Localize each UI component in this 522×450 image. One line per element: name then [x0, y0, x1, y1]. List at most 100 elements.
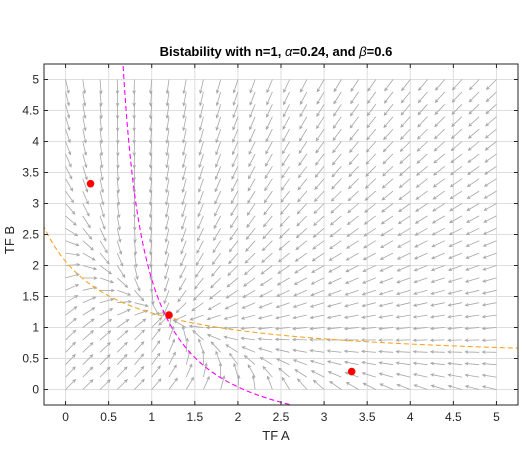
vector-arrow [382, 141, 394, 153]
vector-arrow [430, 384, 445, 390]
vector-arrow [412, 361, 428, 366]
vector-arrow [451, 116, 463, 127]
nullclines [44, 64, 518, 405]
vector-arrow [465, 265, 480, 271]
vector-arrow [279, 215, 290, 227]
vector-arrow [468, 91, 480, 103]
vector-arrow [181, 178, 187, 194]
vector-arrow [134, 341, 145, 353]
vector-arrow [312, 240, 325, 250]
vector-arrow [329, 240, 342, 250]
vector-arrow [151, 316, 163, 328]
vector-arrow [232, 104, 239, 119]
vector-arrow [259, 289, 273, 298]
y-tick-label: 2.5 [22, 228, 39, 242]
vector-arrow [481, 373, 497, 378]
vector-arrow [198, 178, 204, 193]
vector-arrow [65, 317, 77, 328]
vector-arrow [481, 338, 497, 343]
vector-arrow [132, 166, 137, 182]
vector-arrow [396, 265, 411, 272]
vector-arrow [65, 203, 76, 215]
vector-arrow [447, 277, 463, 283]
vector-arrow [383, 91, 394, 104]
vector-arrow [224, 302, 239, 310]
vector-arrow [149, 265, 153, 281]
vector-arrow [483, 190, 497, 199]
vector-arrow [134, 302, 149, 308]
vector-arrow [177, 290, 187, 303]
vector-arrow [482, 252, 497, 259]
vector-arrow [363, 240, 377, 249]
vector-arrow [165, 79, 170, 95]
vector-arrow [116, 215, 121, 231]
x-tick-label: 5 [493, 410, 500, 424]
vector-arrow [464, 289, 480, 295]
vector-arrow [379, 277, 394, 284]
vector-arrow [116, 252, 124, 267]
vector-arrow [361, 289, 376, 296]
fixed-points [86, 179, 356, 376]
y-axis-ticks: 0 0.5 1 1.5 2 2.5 3 3.5 4 4.5 5 [22, 73, 518, 397]
vector-arrow [282, 128, 290, 143]
vector-arrow [412, 373, 428, 378]
vector-arrow [483, 178, 497, 187]
vector-arrow [213, 215, 222, 230]
vector-arrow [82, 141, 88, 157]
vector-arrow [195, 252, 204, 266]
vector-arrow [82, 228, 93, 240]
vector-arrow [266, 104, 273, 118]
vector-arrow [329, 227, 342, 238]
vector-arrow [295, 228, 308, 239]
vector-arrow [447, 326, 463, 331]
vector-arrow [233, 362, 239, 378]
vector-arrow [197, 338, 204, 353]
vector-arrow [132, 153, 137, 169]
vector-arrow [148, 104, 153, 120]
vector-arrow [465, 240, 480, 247]
vector-arrow [366, 128, 377, 141]
vector-arrow [328, 252, 342, 261]
vector-arrow [116, 153, 120, 169]
vector-arrow [279, 228, 290, 239]
vector-arrow [349, 128, 359, 141]
vector-arrow [328, 265, 342, 273]
vector-arrow [297, 166, 308, 179]
vector-arrow [65, 366, 76, 378]
vector-arrow [266, 375, 273, 390]
vector-arrow [261, 240, 273, 252]
vector-arrow [82, 354, 94, 365]
vector-arrow [148, 129, 153, 144]
vector-arrow [274, 337, 290, 342]
vector-arrow [247, 178, 256, 192]
vector-arrow [248, 141, 256, 155]
vector-arrow [189, 314, 204, 321]
vector-arrow [365, 166, 377, 177]
vector-arrow [414, 240, 428, 248]
fixed-point [165, 311, 173, 319]
vector-arrow [181, 141, 187, 157]
vector-arrow [132, 91, 136, 107]
vector-arrow [192, 290, 204, 301]
vector-arrow [361, 302, 376, 308]
vector-arrow [82, 79, 87, 95]
vector-arrow [484, 165, 497, 175]
vector-arrow [327, 371, 342, 378]
vector-arrow [362, 265, 376, 272]
vector-arrow [179, 265, 187, 279]
vector-arrow [99, 91, 103, 107]
vector-arrow [227, 265, 239, 277]
y-tick-label: 0.5 [22, 352, 39, 366]
x-tick-label: 3.5 [359, 410, 376, 424]
vector-arrow [116, 166, 120, 182]
vector-arrow [116, 341, 128, 353]
vector-arrow [415, 190, 428, 200]
y-tick-label: 4 [32, 135, 39, 149]
vector-arrow [180, 252, 187, 267]
x-tick-label: 3 [321, 410, 328, 424]
vector-arrow [365, 141, 377, 153]
vector-arrow [262, 365, 273, 378]
vector-arrow [132, 129, 136, 145]
vector-arrow [265, 116, 273, 131]
vector-arrow [99, 354, 111, 365]
